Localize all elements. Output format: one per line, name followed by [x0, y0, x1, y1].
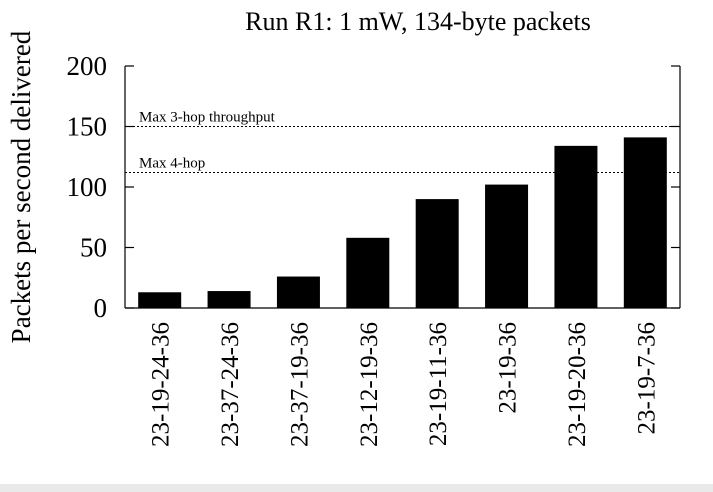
- bar: [207, 291, 251, 308]
- bar: [346, 237, 390, 308]
- x-tick-label: 23-19-11-36: [425, 322, 452, 446]
- y-axis-label: Packets per second delivered: [6, 30, 36, 343]
- y-tick-label: 150: [67, 112, 108, 142]
- x-tick-label: 23-37-19-36: [286, 322, 313, 447]
- bar: [623, 137, 667, 308]
- x-tick-label: 23-19-20-36: [564, 322, 591, 447]
- x-tick-label: 23-19-7-36: [633, 322, 660, 434]
- y-tick-label: 200: [67, 51, 108, 81]
- y-tick-label: 0: [94, 293, 108, 323]
- bar: [485, 184, 529, 308]
- reference-line-label: Max 4-hop: [139, 155, 205, 171]
- x-tick-label: 23-12-19-36: [356, 322, 383, 447]
- plot-area: Max 3-hop throughput Max 4-hop 0 50 100 150 20…: [67, 51, 681, 447]
- footer-strip: [0, 484, 713, 492]
- x-tick-label: 23-19-36: [495, 322, 522, 414]
- bar: [415, 199, 459, 308]
- bar: [554, 145, 598, 308]
- y-tick-label: 100: [67, 172, 108, 202]
- chart-title: Run R1: 1 mW, 134-byte packets: [245, 7, 591, 36]
- reference-line-label: Max 3-hop throughput: [139, 110, 276, 126]
- x-tick-label: 23-19-24-36: [148, 322, 175, 447]
- y-tick-label: 50: [80, 233, 107, 263]
- x-tick-label: 23-37-24-36: [217, 322, 244, 447]
